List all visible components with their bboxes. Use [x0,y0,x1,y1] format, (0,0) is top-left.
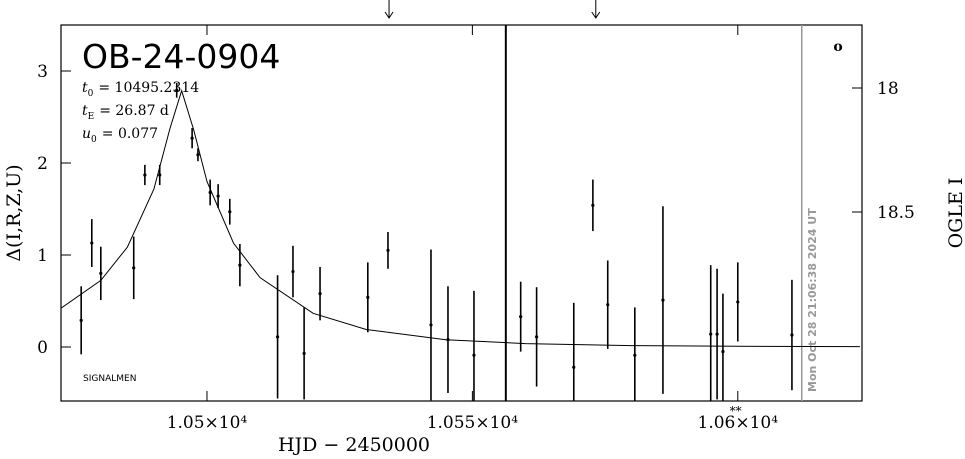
x-axis-label: HJD − 2450000 [278,434,430,456]
data-point [132,266,136,270]
data-point [366,295,370,299]
data-point [275,335,280,339]
data-point [709,332,713,336]
model-curve [61,88,860,348]
data-point [228,210,232,214]
plot-frame [60,24,863,402]
y2-tick-label: 18 [877,79,899,99]
x-tick-label: 1.05×10⁴ [167,413,248,433]
y-tick-label: 3 [37,62,48,82]
timestamp: Mon Oct 28 21:06:38 2024 UT [806,208,819,392]
parameter: u0 = 0.077 [82,126,158,145]
parameter-subscript: 0 [91,135,97,145]
corner-mark: o [833,39,842,55]
data-point [790,333,794,337]
data-point [633,353,637,357]
parameter-symbol: u [82,126,91,142]
data-point [606,303,610,307]
x-tick-label: 1.06×10⁴ [698,413,779,433]
star-mark: ** [730,404,742,418]
y2-tick-label: 18.5 [877,203,915,223]
arrow [384,0,394,19]
arrow [591,0,601,19]
data-point [519,315,523,319]
data-point [715,332,719,336]
data-point [591,203,595,207]
data-point [472,353,476,357]
data-point [535,335,539,339]
data-point [429,323,433,327]
parameter-subscript: 0 [88,89,94,99]
data-point [238,263,242,267]
data-point [572,365,576,369]
data-point [302,351,306,356]
data-point [158,173,162,177]
data-point [79,318,83,322]
parameter-value: = 0.077 [102,126,158,142]
parameter-value: = 10495.2314 [98,80,199,96]
x-tick-label: 1.055×10⁴ [427,413,519,433]
data-point [90,241,94,245]
data-point [318,292,322,296]
chart-title: OB-24-0904 [82,37,280,76]
y2-axis-label: OGLE I [945,178,965,249]
y-axis-label: Δ(I,R,Z,U) [3,164,25,261]
data-point [216,194,220,198]
data-point [661,298,665,302]
credit: SIGNALMEN [83,374,136,384]
parameter-symbol: t [82,80,88,96]
data-point [196,153,200,157]
parameter: tE = 26.87 d [82,103,169,122]
data-point [99,271,103,275]
parameter-value: = 26.87 d [99,103,169,119]
data-point [386,248,390,252]
data-point [143,173,147,177]
data-point [446,338,450,342]
y-tick-label: 2 [37,154,48,174]
y-tick-label: 0 [37,338,48,358]
data-point [721,349,725,354]
parameter-subscript: E [88,112,95,122]
data-point [291,269,295,274]
data-point [190,136,194,140]
parameter-symbol: t [82,103,88,119]
data-point [736,300,740,304]
plot-area [61,25,860,401]
data-point [175,88,179,92]
data-point [208,190,212,195]
parameter: t0 = 10495.2314 [82,80,199,99]
y-tick-label: 1 [37,246,48,266]
